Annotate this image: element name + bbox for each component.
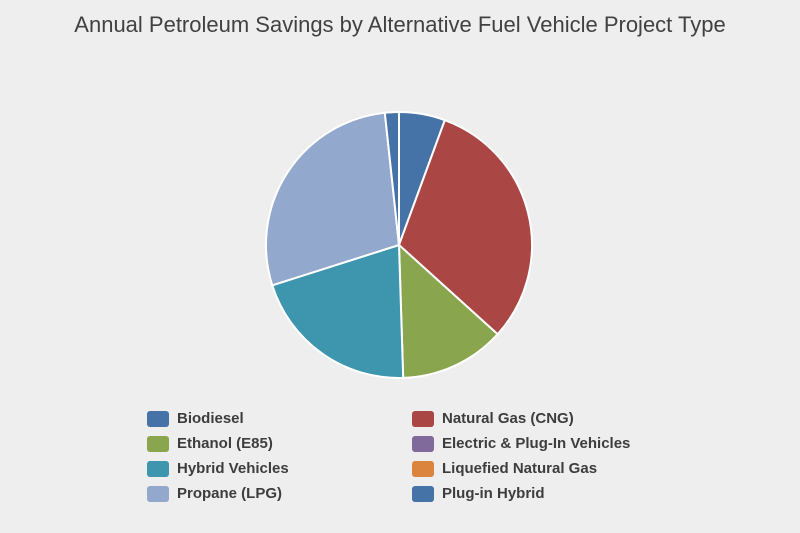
- legend-column-left: Biodiesel Ethanol (E85) Hybrid Vehicles …: [147, 410, 289, 510]
- pie-slice-propane-lpg[interactable]: [265, 111, 400, 287]
- legend-label: Electric & Plug-In Vehicles: [442, 435, 631, 452]
- chart-title: Annual Petroleum Savings by Alternative …: [74, 12, 726, 37]
- legend-swatch: [147, 460, 169, 477]
- legend-label: Hybrid Vehicles: [177, 460, 289, 477]
- legend-swatch: [412, 410, 434, 427]
- legend-item-plug-in-hybrid[interactable]: Plug-in Hybrid: [412, 485, 630, 502]
- legend-label: Propane (LPG): [177, 485, 283, 502]
- legend-item-biodiesel[interactable]: Biodiesel: [147, 410, 289, 427]
- legend-swatch: [147, 485, 169, 502]
- legend-label: Ethanol (E85): [177, 435, 273, 452]
- legend-swatch: [412, 485, 434, 502]
- pie-slice-natural-gas-cng[interactable]: [398, 119, 533, 336]
- legend-item-electric-plug-in-vehicles[interactable]: Electric & Plug-In Vehicles: [412, 435, 630, 452]
- pie-slice-plug-in-hybrid[interactable]: [383, 111, 400, 246]
- legend-item-ethanol-e85[interactable]: Ethanol (E85): [147, 435, 289, 452]
- legend-swatch: [147, 435, 169, 452]
- legend-item-liquefied-natural-gas[interactable]: Liquefied Natural Gas: [412, 460, 630, 477]
- pie-slice-hybrid-vehicles[interactable]: [271, 244, 405, 379]
- legend-label: Plug-in Hybrid: [442, 485, 545, 502]
- legend-item-hybrid-vehicles[interactable]: Hybrid Vehicles: [147, 460, 289, 477]
- legend-swatch: [412, 435, 434, 452]
- legend-swatch: [412, 460, 434, 477]
- pie-chart: [265, 111, 533, 379]
- legend-label: Liquefied Natural Gas: [442, 460, 598, 477]
- legend-label: Biodiesel: [177, 410, 244, 427]
- legend-item-natural-gas-cng[interactable]: Natural Gas (CNG): [412, 410, 630, 427]
- legend-swatch: [147, 410, 169, 427]
- pie-slice-ethanol-e85[interactable]: [398, 244, 499, 379]
- legend-column-right: Natural Gas (CNG) Electric & Plug-In Veh…: [412, 410, 630, 510]
- legend-label: Natural Gas (CNG): [442, 410, 574, 427]
- legend-item-propane-lpg[interactable]: Propane (LPG): [147, 485, 289, 502]
